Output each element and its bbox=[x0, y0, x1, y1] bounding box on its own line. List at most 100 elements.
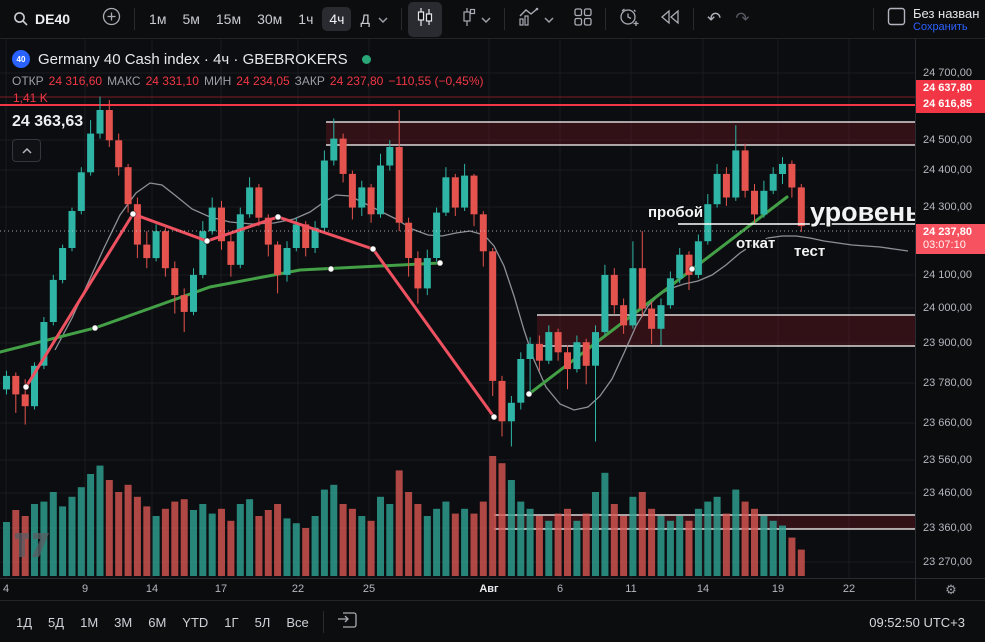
price-tick: 23 660,00 bbox=[923, 417, 972, 429]
interval-button-4ч[interactable]: 4ч bbox=[322, 7, 352, 31]
compare-add-button[interactable] bbox=[95, 2, 128, 36]
interval-button-30м[interactable]: 30м bbox=[257, 11, 283, 27]
toolbar-separator bbox=[692, 8, 694, 30]
range-button-1Г[interactable]: 1Г bbox=[224, 614, 239, 630]
indicators-button[interactable] bbox=[511, 2, 561, 37]
range-button-1Д[interactable]: 1Д bbox=[16, 614, 33, 630]
session-clock[interactable]: 09:52:50 UTC+3 bbox=[869, 614, 965, 630]
search-icon bbox=[13, 11, 29, 27]
undo-button[interactable]: ↶ bbox=[700, 4, 728, 34]
symbol-logo: 40 bbox=[12, 50, 30, 68]
tradingview-watermark bbox=[14, 532, 50, 563]
layout-button[interactable] bbox=[880, 2, 913, 36]
alert-size-label: 1,41 K bbox=[13, 91, 48, 105]
toolbar-separator bbox=[873, 8, 874, 30]
chart-title: Germany 40 Cash index · 4ч · GBEBROKERS bbox=[38, 50, 348, 68]
indicator-value: 24 363,63 bbox=[12, 113, 84, 130]
chevron-down-icon bbox=[481, 10, 491, 28]
price-tick: 23 360,00 bbox=[923, 522, 972, 534]
templates-grid-button[interactable] bbox=[567, 3, 599, 36]
axis-settings-button[interactable]: ⚙ bbox=[915, 578, 985, 601]
chevron-down-icon bbox=[378, 10, 388, 28]
bottom-toolbar: 1Д 5Д 1М 3М 6М YTD 1Г 5Л Все 09:52:50 UTC+3 bbox=[0, 600, 985, 642]
annotation-text: тест bbox=[794, 243, 825, 260]
time-tick: 22 bbox=[842, 583, 856, 595]
range-group: 1Д 5Д 1М 3М 6М YTD 1Г 5Л Все bbox=[8, 611, 317, 634]
chevron-down-icon bbox=[544, 10, 554, 28]
alert-price-label: 24 616,85 bbox=[916, 96, 985, 113]
tradingview-logo-icon bbox=[15, 533, 49, 557]
range-button-YTD[interactable]: YTD bbox=[182, 614, 209, 630]
price-tick: 23 900,00 bbox=[923, 337, 972, 349]
layout-square-icon bbox=[887, 7, 906, 31]
high-value: 24 331,10 bbox=[145, 74, 199, 88]
time-tick: 6 bbox=[556, 583, 564, 595]
annotation-text: откат bbox=[736, 235, 775, 252]
price-tick: 23 460,00 bbox=[923, 487, 972, 499]
low-value: 24 234,05 bbox=[236, 74, 290, 88]
time-tick: 22 bbox=[291, 583, 305, 595]
bar-replay-button[interactable] bbox=[653, 4, 687, 35]
price-chart[interactable]: пробой уровень откат тест bbox=[0, 38, 915, 578]
price-axis[interactable]: 24 700,00 24 500,00 24 400,00 24 300,00 24 1… bbox=[915, 38, 985, 578]
interval-button-1ч[interactable]: 1ч bbox=[298, 11, 314, 27]
layout-name-button[interactable]: Без назван Сохранить bbox=[913, 6, 985, 33]
annotation-text: уровень bbox=[810, 197, 915, 227]
replay-icon bbox=[660, 9, 680, 30]
undo-icon: ↶ bbox=[706, 9, 722, 28]
range-button-Все[interactable]: Все bbox=[286, 614, 309, 630]
range-button-5Д[interactable]: 5Д bbox=[48, 614, 65, 630]
toolbar-separator bbox=[134, 8, 136, 30]
price-tick: 24 000,00 bbox=[923, 302, 972, 314]
indicators-icon bbox=[518, 7, 540, 32]
open-value: 24 316,60 bbox=[48, 74, 103, 88]
interval-button-15м[interactable]: 15м bbox=[215, 11, 242, 27]
time-tick: 11 bbox=[625, 583, 637, 595]
interval-group: 1м 5м 15м 30м 1ч 4ч Д bbox=[141, 7, 378, 31]
price-tick: 24 300,00 bbox=[923, 201, 972, 213]
chart-style-candles-button[interactable] bbox=[407, 1, 442, 37]
go-to-date-button[interactable] bbox=[330, 606, 364, 639]
price-tick: 23 780,00 bbox=[923, 377, 972, 389]
alert-price-label: 24 637,80 bbox=[916, 80, 985, 97]
market-status-dot[interactable] bbox=[361, 54, 371, 64]
toolbar-separator bbox=[322, 611, 324, 633]
layout-title: Без назван bbox=[913, 5, 980, 21]
last-price-label: 24 237,80 03:07:10 bbox=[916, 224, 985, 254]
time-tick: 14 bbox=[145, 583, 159, 595]
price-tick: 24 700,00 bbox=[923, 67, 972, 79]
collapse-legend-button[interactable] bbox=[12, 139, 41, 162]
chart-style-alt-button[interactable] bbox=[450, 2, 498, 37]
toolbar-separator bbox=[503, 8, 505, 30]
grid-icon bbox=[574, 7, 592, 31]
interval-button-Д[interactable]: Д bbox=[360, 11, 370, 27]
redo-button[interactable]: ↷ bbox=[728, 4, 756, 34]
toolbar-separator bbox=[604, 8, 606, 30]
symbol-legend-button[interactable]: 40 Germany 40 Cash index · 4ч · GBEBROKE… bbox=[12, 50, 484, 68]
price-tick: 24 400,00 bbox=[923, 164, 972, 176]
alert-button[interactable] bbox=[612, 2, 647, 37]
price-tick: 23 270,00 bbox=[923, 556, 972, 568]
interval-button-1м[interactable]: 1м bbox=[149, 11, 167, 27]
change-value: −110,55 (−0,45%) bbox=[388, 74, 484, 88]
range-button-6М[interactable]: 6М bbox=[148, 614, 167, 630]
range-button-3М[interactable]: 3М bbox=[114, 614, 133, 630]
time-tick: 25 bbox=[362, 583, 376, 595]
chart-area[interactable]: пробой уровень откат тест 40 Germany 40 Cas… bbox=[0, 38, 915, 578]
time-axis[interactable]: 4 9 14 17 22 25 Авг 6 11 14 19 22 bbox=[0, 578, 915, 601]
interval-button-5м[interactable]: 5м bbox=[182, 11, 200, 27]
time-tick: 14 bbox=[696, 583, 710, 595]
plus-circle-icon bbox=[102, 7, 121, 31]
hollow-candle-icon bbox=[457, 7, 477, 32]
chart-legend: 40 Germany 40 Cash index · 4ч · GBEBROKE… bbox=[12, 50, 484, 88]
range-button-1М[interactable]: 1М bbox=[80, 614, 99, 630]
save-link[interactable]: Сохранить bbox=[913, 20, 968, 33]
annotation-text: пробой bbox=[648, 204, 703, 221]
range-button-5Л[interactable]: 5Л bbox=[254, 614, 271, 630]
interval-dropdown[interactable] bbox=[378, 5, 395, 33]
time-tick: 19 bbox=[771, 583, 785, 595]
symbol-search-button[interactable]: DE40 bbox=[6, 7, 77, 31]
low-label: МИН bbox=[203, 74, 232, 88]
high-label: МАКС bbox=[107, 74, 141, 88]
